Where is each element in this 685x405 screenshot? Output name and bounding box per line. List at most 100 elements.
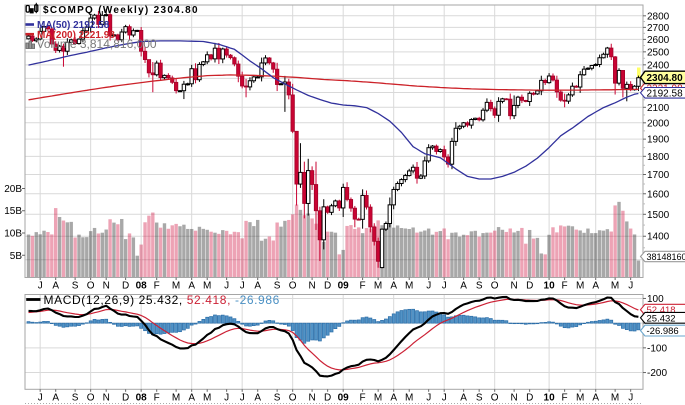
svg-text:O: O xyxy=(87,393,95,404)
svg-text:J: J xyxy=(38,281,43,292)
svg-text:25.432: 25.432 xyxy=(647,313,676,324)
svg-text:-26.986: -26.986 xyxy=(647,326,679,337)
svg-text:MACD(12,26,9) 25.432, 52.418,: MACD(12,26,9) 25.432, 52.418, -26.986 xyxy=(44,293,280,307)
svg-text:N: N xyxy=(510,393,517,404)
svg-text:J: J xyxy=(628,393,633,404)
svg-text:2800: 2800 xyxy=(647,11,670,22)
svg-text:O: O xyxy=(87,281,95,292)
svg-text:A: A xyxy=(592,393,599,404)
svg-text:N: N xyxy=(510,281,517,292)
svg-text:S: S xyxy=(274,393,281,404)
svg-text:M: M xyxy=(405,393,413,404)
svg-text:O: O xyxy=(289,393,297,404)
svg-text:2304.80: 2304.80 xyxy=(647,73,684,84)
svg-text:M: M xyxy=(611,281,619,292)
svg-text:M: M xyxy=(576,281,584,292)
svg-text:A: A xyxy=(254,281,261,292)
svg-text:D: D xyxy=(526,393,533,404)
svg-text:F: F xyxy=(360,393,366,404)
svg-text:1500: 1500 xyxy=(647,210,670,221)
svg-text:D: D xyxy=(122,281,129,292)
svg-text:2600: 2600 xyxy=(647,35,670,46)
svg-text:F: F xyxy=(154,393,160,404)
svg-text:-100: -100 xyxy=(647,343,667,354)
svg-text:1700: 1700 xyxy=(647,170,670,181)
svg-text:F: F xyxy=(562,393,568,404)
svg-text:2500: 2500 xyxy=(647,47,670,58)
svg-text:N: N xyxy=(308,281,315,292)
svg-text:S: S xyxy=(72,281,79,292)
svg-text:A: A xyxy=(188,281,195,292)
svg-text:100: 100 xyxy=(647,294,664,305)
svg-text:A: A xyxy=(52,281,59,292)
svg-text:10: 10 xyxy=(544,393,556,404)
svg-text:J: J xyxy=(224,393,229,404)
svg-text:10: 10 xyxy=(544,281,556,292)
svg-text:2700: 2700 xyxy=(647,23,670,34)
svg-text:1900: 1900 xyxy=(647,135,670,146)
svg-text:J: J xyxy=(442,281,447,292)
svg-text:J: J xyxy=(224,281,229,292)
svg-text:2100: 2100 xyxy=(647,103,670,114)
svg-text:A: A xyxy=(390,393,397,404)
svg-text:J: J xyxy=(240,281,245,292)
svg-text:O: O xyxy=(289,281,297,292)
svg-text:N: N xyxy=(103,393,110,404)
svg-text:$COMPQ (Weekly) 2304.80: $COMPQ (Weekly) 2304.80 xyxy=(43,5,199,16)
svg-text:S: S xyxy=(476,393,483,404)
svg-text:F: F xyxy=(360,281,366,292)
svg-text:J: J xyxy=(240,393,245,404)
svg-text:M: M xyxy=(203,281,211,292)
svg-text:J: J xyxy=(442,393,447,404)
svg-text:M: M xyxy=(374,393,382,404)
svg-text:M: M xyxy=(172,393,180,404)
svg-text:J: J xyxy=(426,281,431,292)
svg-text:10B: 10B xyxy=(4,229,22,240)
svg-text:M: M xyxy=(374,281,382,292)
svg-text:O: O xyxy=(491,281,499,292)
svg-text:15B: 15B xyxy=(4,206,22,217)
svg-text:MA(50) 2192.58: MA(50) 2192.58 xyxy=(37,20,110,31)
svg-text:A: A xyxy=(188,393,195,404)
svg-text:S: S xyxy=(274,281,281,292)
svg-text:2000: 2000 xyxy=(647,118,670,129)
svg-text:S: S xyxy=(476,281,483,292)
svg-text:A: A xyxy=(254,393,261,404)
svg-text:Volume 3,814,816,000: Volume 3,814,816,000 xyxy=(37,37,157,51)
svg-text:D: D xyxy=(122,393,129,404)
svg-text:A: A xyxy=(592,281,599,292)
svg-text:08: 08 xyxy=(136,393,148,404)
svg-text:A: A xyxy=(52,393,59,404)
svg-text:A: A xyxy=(460,393,467,404)
svg-text:D: D xyxy=(526,281,533,292)
svg-text:08: 08 xyxy=(136,281,148,292)
svg-text:2400: 2400 xyxy=(647,60,670,71)
svg-text:D: D xyxy=(324,281,331,292)
svg-text:M: M xyxy=(611,393,619,404)
svg-text:-200: -200 xyxy=(647,368,667,379)
svg-text:09: 09 xyxy=(338,281,350,292)
svg-text:1600: 1600 xyxy=(647,189,670,200)
svg-text:5B: 5B xyxy=(10,251,23,262)
svg-text:M: M xyxy=(172,281,180,292)
svg-text:O: O xyxy=(491,393,499,404)
svg-text:S: S xyxy=(72,393,79,404)
svg-text:D: D xyxy=(324,393,331,404)
svg-text:20B: 20B xyxy=(4,184,22,195)
svg-text:09: 09 xyxy=(338,393,350,404)
svg-text:3814816000: 3814816000 xyxy=(647,252,685,262)
svg-text:F: F xyxy=(154,281,160,292)
svg-text:F: F xyxy=(562,281,568,292)
svg-text:M: M xyxy=(576,393,584,404)
svg-text:1400: 1400 xyxy=(647,232,670,243)
svg-text:N: N xyxy=(103,281,110,292)
svg-text:J: J xyxy=(38,393,43,404)
svg-text:MA(200) 2221.98: MA(200) 2221.98 xyxy=(37,30,115,41)
svg-text:M: M xyxy=(203,393,211,404)
svg-text:2192.58: 2192.58 xyxy=(647,88,684,99)
svg-text:N: N xyxy=(308,393,315,404)
svg-text:M: M xyxy=(405,281,413,292)
svg-text:J: J xyxy=(628,281,633,292)
svg-text:A: A xyxy=(390,281,397,292)
svg-text:A: A xyxy=(460,281,467,292)
